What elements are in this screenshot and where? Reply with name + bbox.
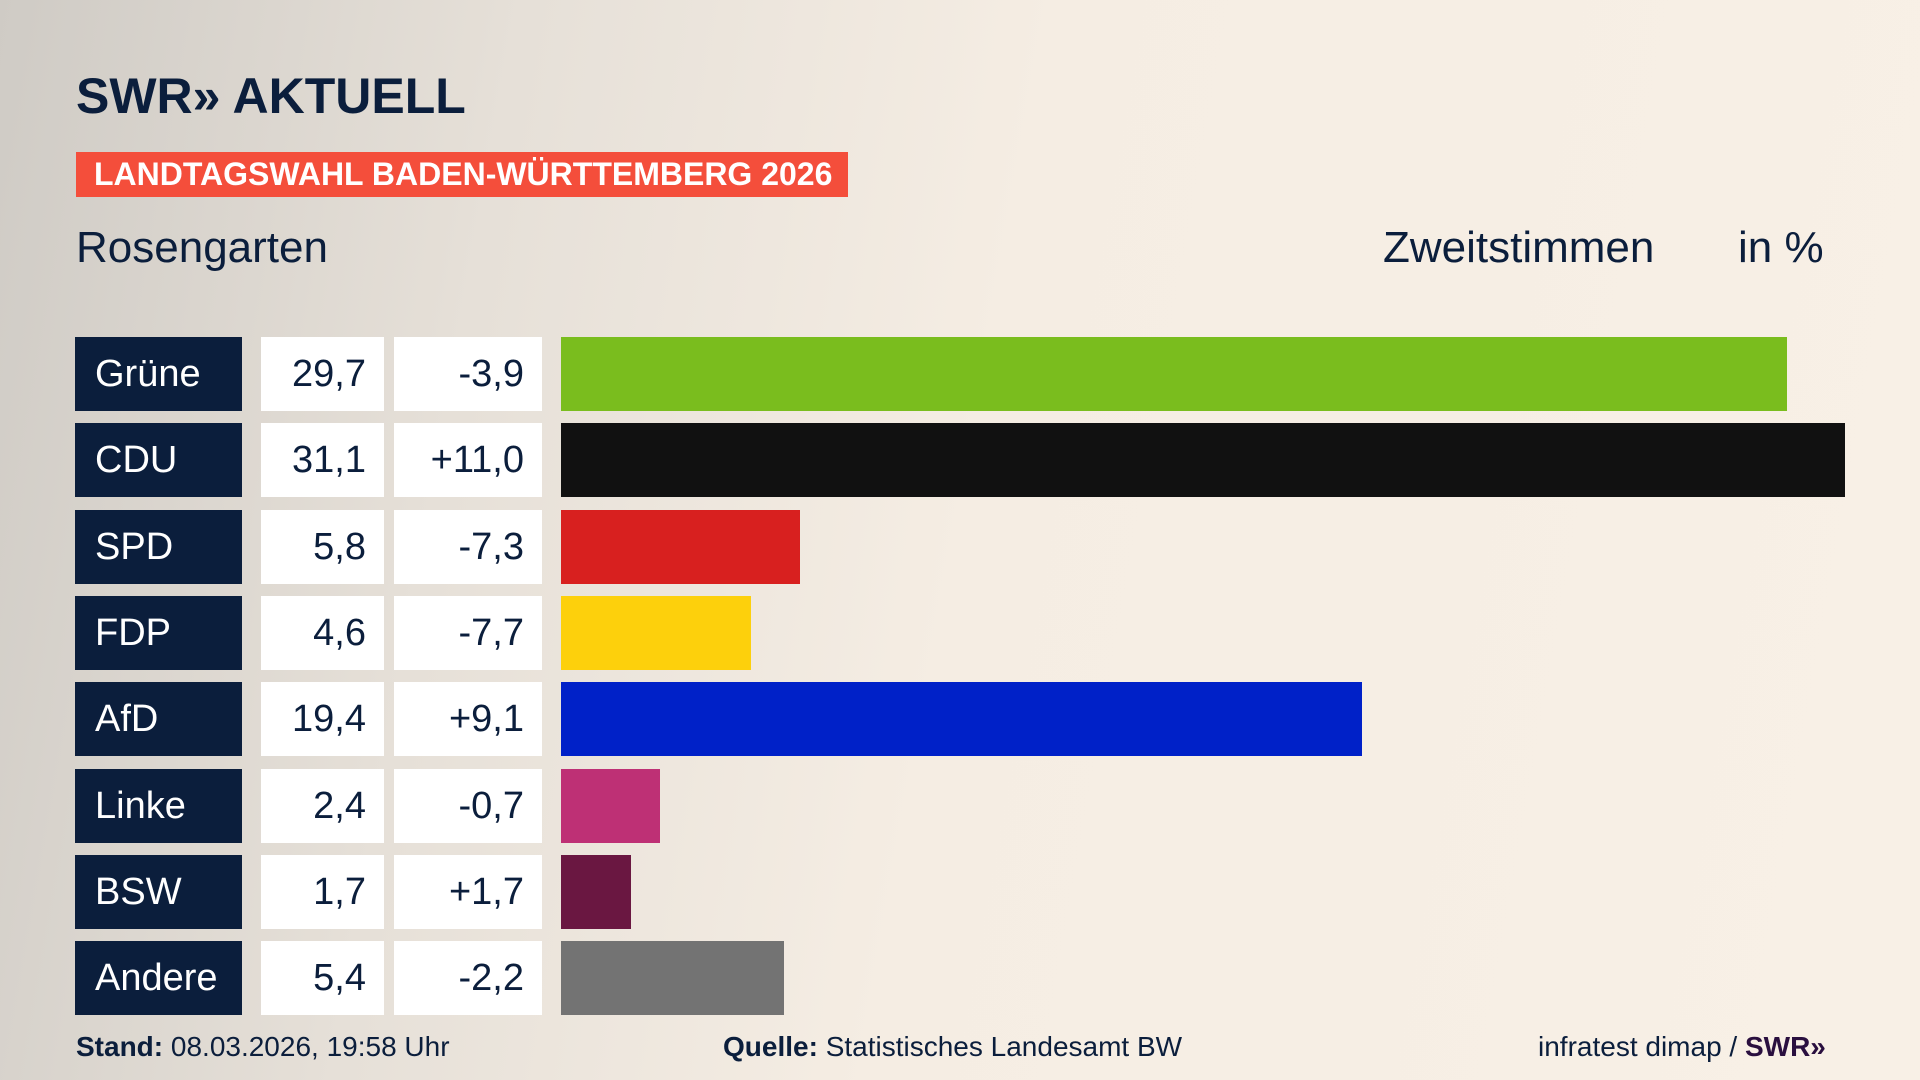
change-label: -2,2 xyxy=(394,941,542,1016)
bar xyxy=(561,509,801,584)
unit-label: in % xyxy=(1738,223,1824,272)
party-label: AfD xyxy=(75,682,242,757)
bar xyxy=(561,423,1845,498)
party-label: Linke xyxy=(75,768,242,843)
party-label: Andere xyxy=(75,941,242,1016)
change-label: -7,7 xyxy=(394,595,542,670)
change-label: -3,9 xyxy=(394,337,542,411)
bar-row: Grüne 29,7 -3,9 xyxy=(0,337,1920,411)
bar xyxy=(561,595,751,670)
bar xyxy=(561,941,784,1016)
party-label: FDP xyxy=(75,595,242,670)
bar-row: SPD 5,8 -7,3 xyxy=(0,509,1920,584)
bar-row: FDP 4,6 -7,7 xyxy=(0,595,1920,670)
source: Quelle: Statistisches Landesamt BW xyxy=(723,1030,1182,1064)
bar xyxy=(561,854,632,929)
stand-label: Stand: xyxy=(76,1031,164,1062)
value-label: 4,6 xyxy=(261,595,384,670)
bar-row: Linke 2,4 -0,7 xyxy=(0,768,1920,843)
bar xyxy=(561,682,1362,757)
bar-row: CDU 31,1 +11,0 xyxy=(0,423,1920,498)
party-label: Grüne xyxy=(75,337,242,411)
value-label: 5,8 xyxy=(261,509,384,584)
place-title: Rosengarten xyxy=(76,223,328,272)
bar-row: BSW 1,7 +1,7 xyxy=(0,854,1920,929)
change-label: -0,7 xyxy=(394,768,542,843)
bar-row: Andere 5,4 -2,2 xyxy=(0,941,1920,1016)
party-label: BSW xyxy=(75,854,242,929)
change-label: +11,0 xyxy=(394,423,542,498)
stand-value: 08.03.2026, 19:58 Uhr xyxy=(163,1031,450,1062)
source-value: Statistisches Landesamt BW xyxy=(817,1031,1183,1062)
change-label: +9,1 xyxy=(394,682,542,757)
bar-row: AfD 19,4 +9,1 xyxy=(0,682,1920,757)
value-label: 2,4 xyxy=(261,768,384,843)
source-label: Quelle: xyxy=(723,1031,818,1062)
metric-label: Zweitstimmen xyxy=(1383,223,1655,272)
value-label: 29,7 xyxy=(261,337,384,411)
party-label: CDU xyxy=(75,423,242,498)
value-label: 31,1 xyxy=(261,423,384,498)
stand: Stand: 08.03.2026, 19:58 Uhr xyxy=(76,1030,450,1064)
bar xyxy=(561,337,1788,411)
credit-text: infratest dimap / xyxy=(1538,1031,1745,1062)
credit: infratest dimap / SWR» xyxy=(1538,1030,1826,1064)
swr-small-logo: SWR» xyxy=(1744,1031,1826,1062)
value-label: 5,4 xyxy=(261,941,384,1016)
bar xyxy=(561,768,661,843)
value-label: 19,4 xyxy=(261,682,384,757)
swr-aktuell-logo: SWR» AKTUELL xyxy=(76,68,466,124)
change-label: +1,7 xyxy=(394,854,542,929)
party-label: SPD xyxy=(75,509,242,584)
election-banner: LANDTAGSWAHL BADEN-WÜRTTEMBERG 2026 xyxy=(76,152,849,197)
value-label: 1,7 xyxy=(261,854,384,929)
change-label: -7,3 xyxy=(394,509,542,584)
